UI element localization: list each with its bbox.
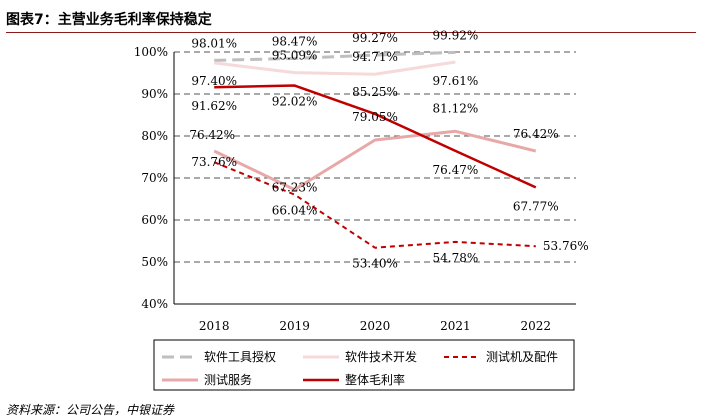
legend-box bbox=[153, 339, 575, 391]
source-note: 资料来源：公司公告，中银证券 bbox=[6, 403, 175, 417]
legend-label: 软件技术开发 bbox=[345, 349, 417, 364]
data-label: 73.76% bbox=[191, 155, 237, 169]
data-label: 54.78% bbox=[433, 251, 479, 265]
data-label: 67.23% bbox=[272, 181, 318, 195]
x-tick-label: 2019 bbox=[279, 319, 310, 333]
legend-label: 测试服务 bbox=[204, 372, 252, 387]
series-line-2 bbox=[213, 161, 536, 249]
y-tick-label: 40% bbox=[141, 297, 168, 311]
y-tick-label: 60% bbox=[141, 213, 168, 227]
data-label: 66.04% bbox=[272, 204, 318, 218]
data-label: 94.71% bbox=[352, 50, 398, 64]
data-label: 91.62% bbox=[191, 99, 237, 113]
data-label: 97.40% bbox=[191, 74, 237, 88]
data-label: 98.47% bbox=[272, 34, 318, 48]
grid-lines bbox=[174, 51, 576, 263]
data-label: 81.12% bbox=[433, 101, 479, 115]
data-label: 98.01% bbox=[191, 36, 237, 50]
series-line-1 bbox=[214, 60, 456, 76]
legend-label: 软件工具授权 bbox=[204, 349, 276, 364]
data-label: 53.40% bbox=[352, 257, 398, 271]
series-line-3 bbox=[213, 129, 537, 192]
data-label: 95.09% bbox=[272, 49, 318, 63]
series-line-4 bbox=[214, 84, 537, 189]
data-label: 99.92% bbox=[433, 28, 479, 42]
legend-label: 整体毛利率 bbox=[345, 372, 405, 387]
data-label: 92.02% bbox=[272, 95, 318, 109]
data-label: 99.27% bbox=[352, 31, 398, 45]
y-tick-label: 50% bbox=[141, 255, 168, 269]
y-tick-label: 90% bbox=[141, 87, 168, 101]
series-lines bbox=[213, 50, 537, 249]
data-labels: 98.01% 98.47% 99.27% 99.92% 97.40% 95.09% 94.7… bbox=[189, 28, 588, 270]
data-label: 76.42% bbox=[189, 128, 235, 142]
data-label: 97.61% bbox=[433, 74, 479, 88]
y-tick-label: 80% bbox=[141, 129, 168, 143]
page-title: 图表7：主营业务毛利率保持稳定 bbox=[6, 12, 212, 28]
x-tick-label: 2018 bbox=[199, 319, 230, 333]
data-label: 76.42% bbox=[513, 127, 559, 141]
title-bar: 图表7：主营业务毛利率保持稳定 bbox=[6, 4, 696, 33]
y-tick-label: 70% bbox=[141, 171, 168, 185]
series-line-0 bbox=[214, 50, 456, 62]
data-label: 76.47% bbox=[433, 163, 479, 177]
y-tick-label: 100% bbox=[134, 45, 168, 59]
x-tick-label: 2021 bbox=[440, 319, 471, 333]
x-tick-label: 2022 bbox=[521, 319, 552, 333]
data-label: 85.25% bbox=[352, 85, 398, 99]
data-label: 79.05% bbox=[352, 110, 398, 124]
data-label: 53.76% bbox=[543, 239, 589, 253]
x-tick-label: 2020 bbox=[360, 319, 391, 333]
axes: 40% 50% 60% 70% 80% 90% 100% 2018 2019 2020 2021 20… bbox=[134, 45, 576, 333]
data-label: 67.77% bbox=[513, 199, 559, 213]
legend-label: 测试机及配件 bbox=[486, 349, 558, 364]
